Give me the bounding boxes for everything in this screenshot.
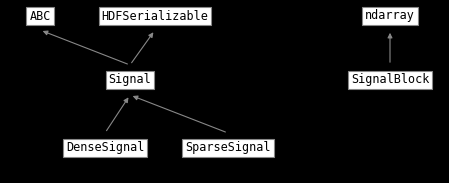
Text: DenseSignal: DenseSignal xyxy=(66,141,144,154)
Text: SignalBlock: SignalBlock xyxy=(351,74,429,87)
Text: SparseSignal: SparseSignal xyxy=(185,141,271,154)
Text: HDFSerializable: HDFSerializable xyxy=(101,10,208,23)
Text: ABC: ABC xyxy=(29,10,51,23)
Text: Signal: Signal xyxy=(109,74,151,87)
Text: ndarray: ndarray xyxy=(365,10,415,23)
